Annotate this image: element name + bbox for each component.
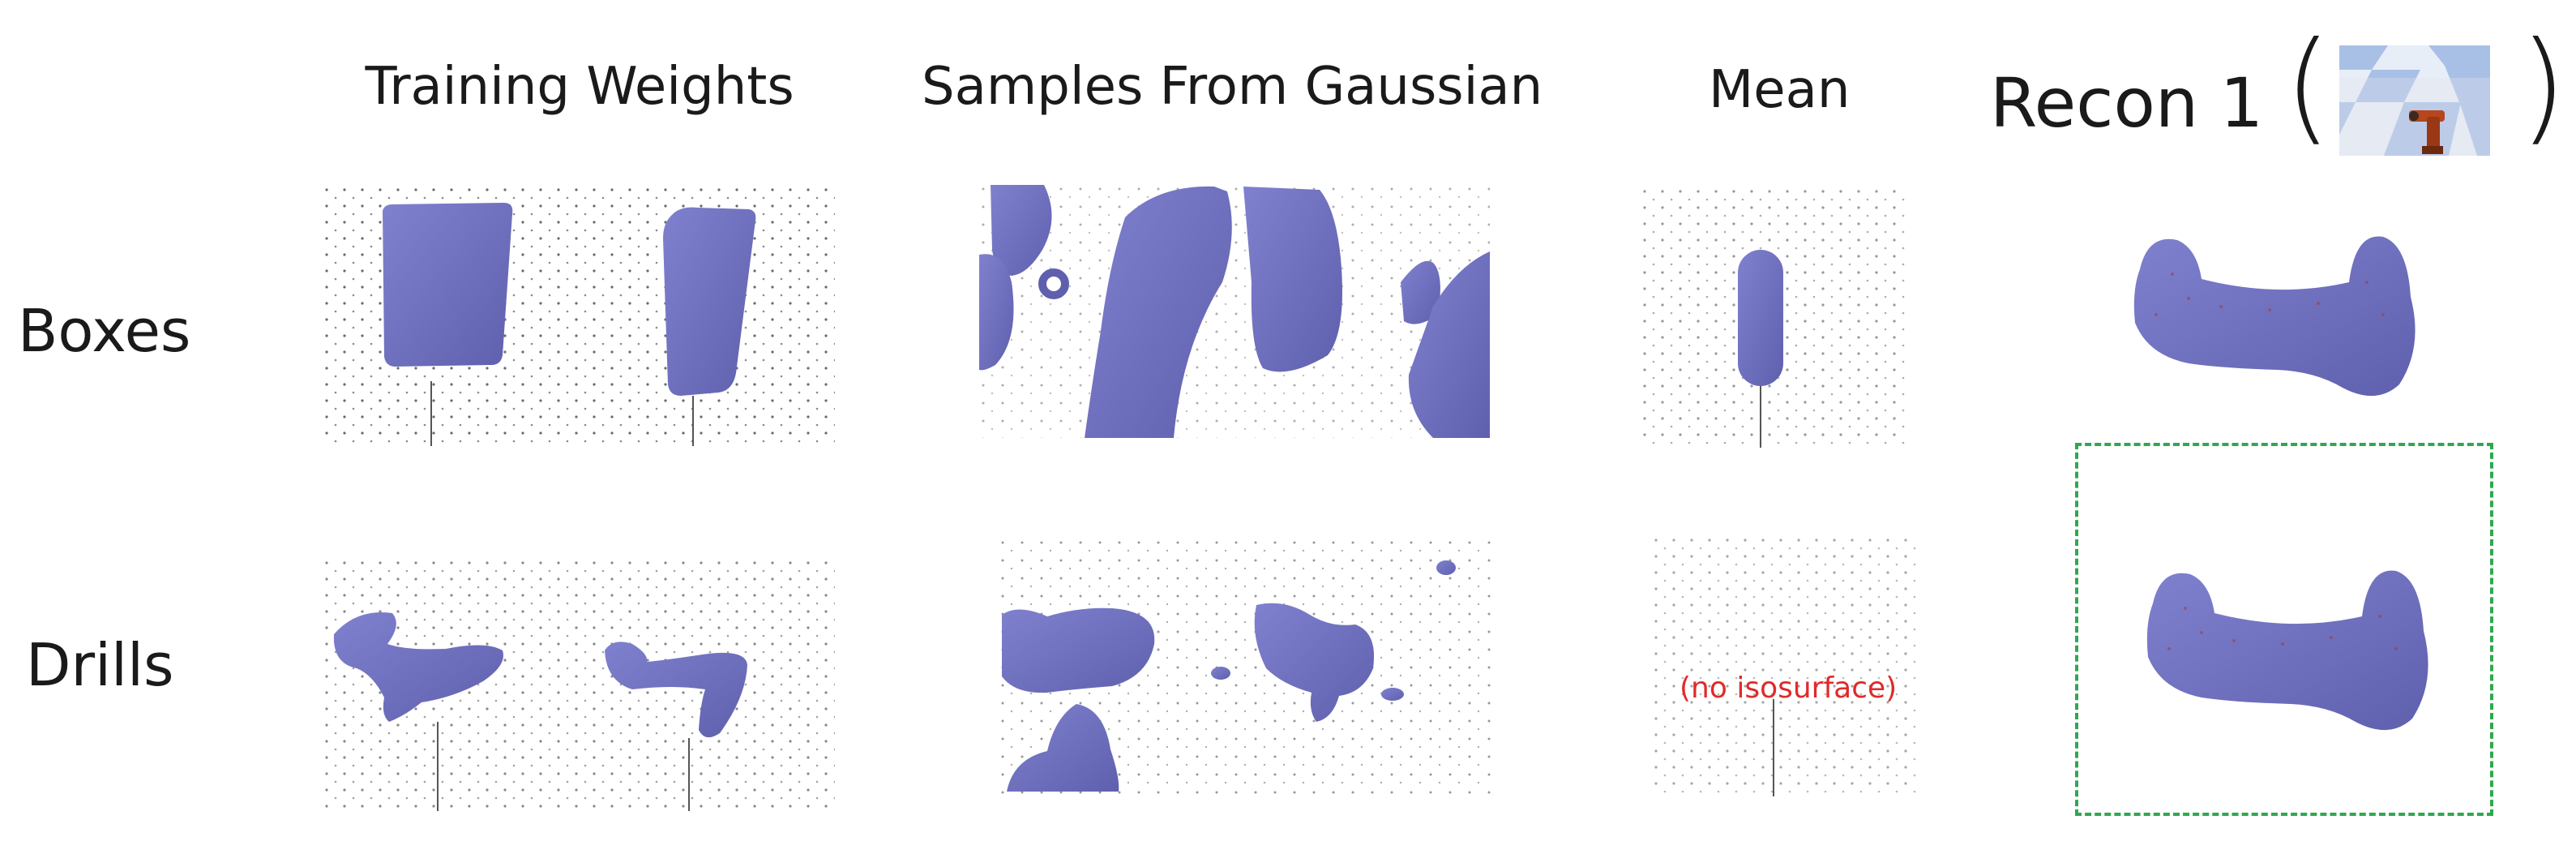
panel-boxes-training-weights [324,187,835,446]
sample-shape [1211,667,1230,680]
recon-shape [2146,570,2428,731]
panel-boxes-samples [979,185,1490,438]
sample-shape [1007,704,1119,792]
robot-scene-thumbnail [2339,45,2490,156]
row-label-boxes: Boxes [18,297,191,365]
paren-close: ) [2519,16,2567,157]
paren-open: ( [2284,16,2332,157]
header-mean: Mean [1709,60,1851,120]
recon-selection-box [2075,443,2493,816]
sample-shape [1243,187,1342,372]
sample-shape [1002,607,1155,693]
no-isosurface-note: (no isosurface) [1680,672,1898,705]
mean-shape [1738,250,1783,386]
panel-recon-bottom [2137,560,2445,740]
header-recon: Recon 1 [1990,63,2264,143]
panel-recon-top [2124,225,2432,406]
box-shape [663,207,756,396]
robot-drill-icon [2409,110,2445,154]
header-training-weights: Training Weights [365,57,794,117]
header-samples-from-gaussian: Samples From Gaussian [922,57,1543,117]
sample-shape [991,185,1052,276]
sample-shape [1408,251,1490,438]
row-label-drills: Drills [26,631,174,699]
panel-drills-mean [1654,537,1921,796]
drill-shape [605,642,747,738]
sample-shape [1381,688,1404,701]
sample-shape [1401,260,1440,324]
recon-shape [2133,236,2416,397]
sample-shape [1085,186,1232,438]
box-shape [383,203,513,367]
sample-shape [1436,560,1456,575]
drill-shape [333,612,503,722]
sample-shape [1254,603,1375,722]
panel-drills-samples [999,539,1493,796]
panel-boxes-mean [1642,188,1910,448]
panel-drills-training-weights [324,560,835,811]
sample-shape [979,254,1014,371]
